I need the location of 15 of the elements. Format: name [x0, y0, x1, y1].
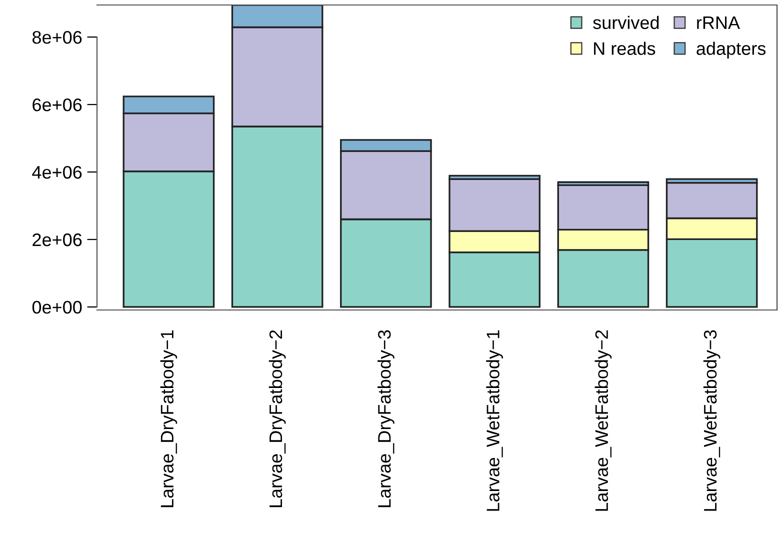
y-tick-label: 0e+00 [32, 300, 82, 314]
y-tick-label: 6e+06 [32, 98, 82, 112]
x-tick-label: Larvae_DryFatbody−1 [160, 330, 178, 508]
x-tick-label: Larvae_WetFatbody−2 [594, 330, 612, 511]
y-tick-label: 8e+06 [32, 30, 82, 44]
y-tick-label: 2e+06 [32, 233, 82, 246]
y-tick-label: 4e+06 [32, 166, 82, 179]
legend-label: rRNA [697, 16, 740, 29]
x-tick-label: Larvae_DryFatbody−2 [268, 330, 286, 508]
x-tick-label: Larvae_WetFatbody−1 [486, 330, 503, 511]
x-tick-label: Larvae_DryFatbody−3 [378, 330, 394, 508]
x-tick-label: Larvae_WetFatbody−3 [703, 330, 720, 511]
legend-label: survived [593, 16, 659, 30]
legend-label: adapters [696, 42, 766, 59]
legend-label: N reads [594, 42, 656, 55]
